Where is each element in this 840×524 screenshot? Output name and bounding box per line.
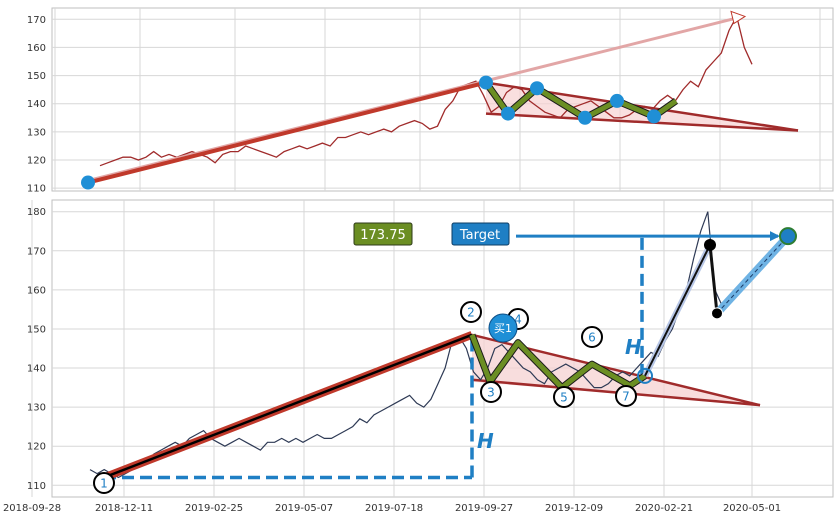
top-pivot-marker (530, 81, 544, 96)
top-trend-line (87, 80, 487, 185)
wave-point-label: 5 (560, 391, 568, 405)
wave-point-circle (615, 385, 637, 407)
bottom-trend-core (103, 333, 473, 479)
top-pivot-marker (647, 109, 661, 124)
bottom-breakout-line (644, 244, 711, 377)
buy-marker-label: 买1 (494, 322, 512, 335)
wave-point-marker: 5 (553, 386, 575, 408)
wave-point-label: 2 (467, 306, 475, 320)
wave-point-marker: 3 (480, 381, 502, 403)
top-pivot-marker (479, 75, 493, 90)
wave-point-circle (480, 381, 502, 403)
top-pivot-marker (501, 106, 515, 121)
wave-point-label: 1 (100, 477, 108, 491)
target-label-text: Target (459, 228, 500, 243)
bottom-y-tick-label: 180 (27, 207, 46, 218)
bottom-x-tick-label: 2020-05-01 (723, 503, 781, 514)
top-pivot-marker (610, 93, 624, 108)
height-label-1: H (477, 429, 494, 453)
top-price-line (99, 14, 753, 167)
bottom-x-tick-label: 2019-12-09 (545, 503, 603, 514)
wave-point-label: 3 (487, 386, 495, 400)
wave-point-circle (581, 326, 603, 348)
bottom-x-tick-label: 2018-12-11 (95, 503, 153, 514)
top-y-tick-label: 110 (27, 184, 46, 195)
top-y-tick-label: 120 (27, 156, 46, 167)
bottom-x-tick-label: 2019-02-25 (185, 503, 243, 514)
bottom-y-tick-label: 130 (27, 403, 46, 414)
bottom-target-marker (779, 227, 797, 246)
bottom-peak-marker (704, 238, 716, 251)
buy-marker-circle (488, 313, 518, 343)
wave-point-marker: 1 (93, 472, 115, 494)
bottom-pullback-line (708, 244, 719, 314)
top-y-axis: 110 120 130 140 150 160 170 (27, 15, 46, 195)
bottom-x-axis: 2018-09-28 2018-12-11 2019-02-25 2019-05-07… (3, 503, 781, 514)
bottom-y-tick-label: 140 (27, 364, 46, 375)
bottom-x-tick-label: 2019-05-07 (275, 503, 333, 514)
top-pivot-marker (578, 110, 592, 125)
wave-point-marker: 6 (581, 326, 603, 348)
price-label-text: 173.75 (360, 228, 406, 243)
top-triangle-lower-line (485, 112, 799, 132)
bottom-x-tick-label: 2019-09-27 (455, 503, 513, 514)
top-trend-arrow-head (730, 10, 747, 25)
wave-point-marker: 2 (460, 301, 482, 323)
top-y-tick-label: 170 (27, 15, 46, 26)
wave-point-circle (553, 386, 575, 408)
wave-point-marker: 7 (615, 385, 637, 407)
bottom-y-tick-label: 110 (27, 481, 46, 492)
wave-point-circle (93, 472, 115, 494)
bottom-y-tick-label: 160 (27, 285, 46, 296)
top-y-tick-label: 150 (27, 71, 46, 82)
height-label-2: H (625, 335, 642, 359)
top-y-tick-label: 130 (27, 127, 46, 138)
bottom-y-tick-label: 170 (27, 246, 46, 257)
top-y-tick-label: 140 (27, 99, 46, 110)
bottom-x-tick-label: 2020-02-21 (635, 503, 693, 514)
wave-point-label: 7 (622, 390, 630, 404)
bottom-x-tick-label: 2018-09-28 (3, 503, 61, 514)
bottom-pullback-marker (711, 307, 723, 320)
bottom-target-path (716, 235, 789, 314)
target-label-box: Target (451, 222, 510, 246)
top-y-tick-label: 160 (27, 43, 46, 54)
bottom-breakout-marker (637, 367, 653, 384)
wave-point-label: 4 (514, 313, 522, 327)
bottom-plot: 1 2 3 4 5 6 7 买1 H H (89, 211, 797, 494)
top-plot (81, 10, 799, 190)
bottom-x-tick-label: 2019-07-18 (365, 503, 423, 514)
price-label-box: 173.75 (353, 222, 413, 246)
bottom-y-axis: 110 120 130 140 150 160 170 180 (27, 207, 46, 492)
bottom-y-tick-label: 120 (27, 442, 46, 453)
buy-marker: 买1 (488, 313, 518, 343)
bottom-y-tick-label: 150 (27, 324, 46, 335)
top-pivot-marker (81, 175, 95, 190)
wave-point-circle (460, 301, 482, 323)
wave-point-label: 6 (588, 331, 596, 345)
